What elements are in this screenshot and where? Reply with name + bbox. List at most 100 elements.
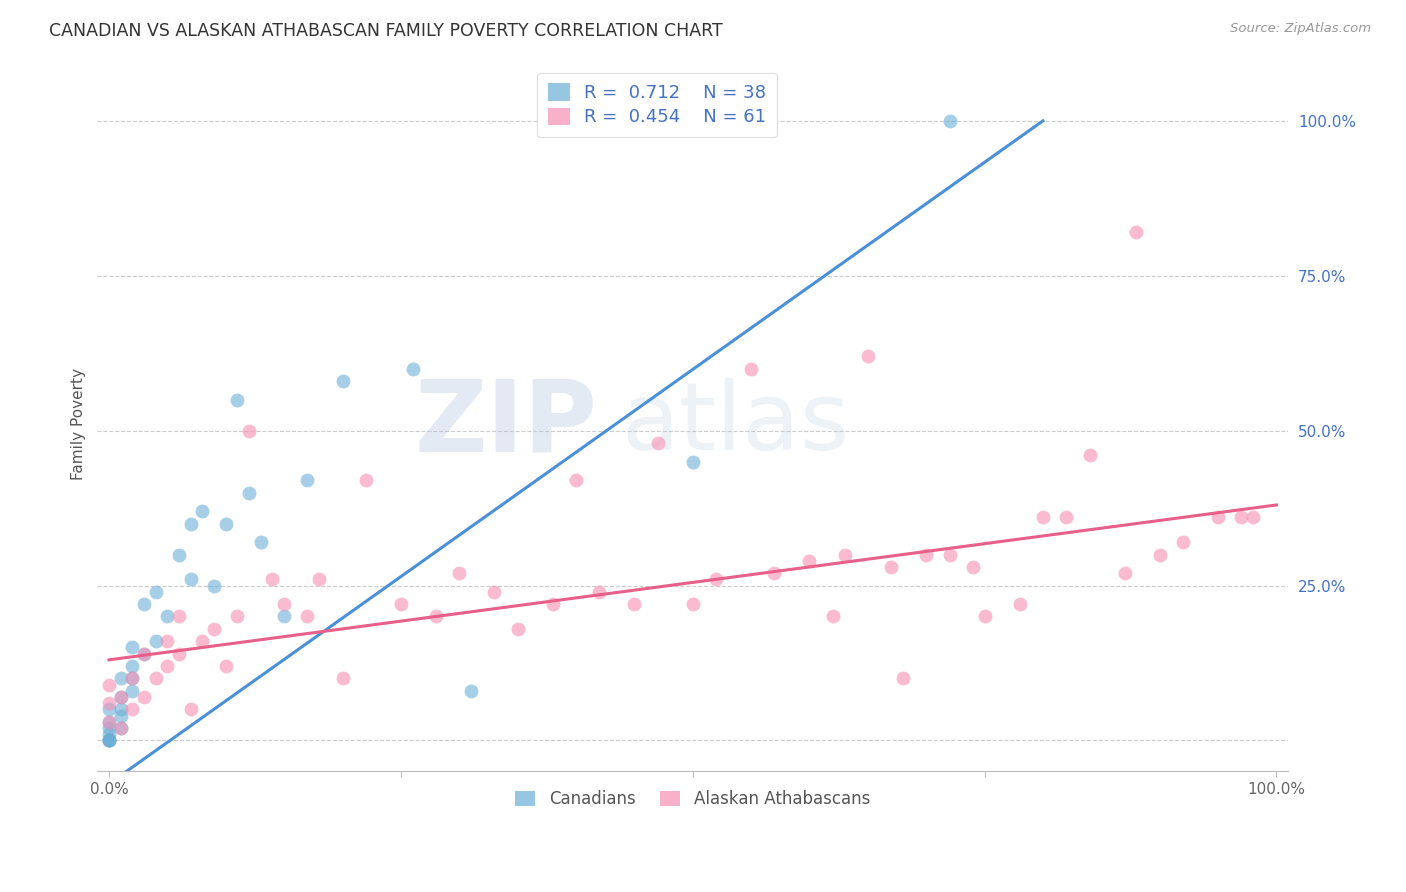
Point <box>1171 535 1194 549</box>
Point <box>354 473 377 487</box>
Point <box>132 647 155 661</box>
Point <box>1008 597 1031 611</box>
Point <box>460 683 482 698</box>
Point <box>132 690 155 704</box>
Point <box>156 634 179 648</box>
Point <box>425 609 447 624</box>
Point <box>121 672 143 686</box>
Point <box>98 733 121 747</box>
Point <box>145 634 167 648</box>
Point <box>226 609 249 624</box>
Point <box>238 485 260 500</box>
Point <box>132 647 155 661</box>
Point <box>973 609 995 624</box>
Text: Source: ZipAtlas.com: Source: ZipAtlas.com <box>1230 22 1371 36</box>
Point <box>704 572 727 586</box>
Point <box>156 609 179 624</box>
Y-axis label: Family Poverty: Family Poverty <box>72 368 86 481</box>
Point <box>682 454 704 468</box>
Point <box>1114 566 1136 581</box>
Point <box>1241 510 1264 524</box>
Point <box>121 702 143 716</box>
Point <box>799 554 821 568</box>
Point <box>249 535 271 549</box>
Point <box>121 683 143 698</box>
Point <box>938 113 960 128</box>
Point <box>98 714 121 729</box>
Point <box>98 702 121 716</box>
Point <box>332 672 354 686</box>
Point <box>121 659 143 673</box>
Point <box>145 584 167 599</box>
Point <box>98 733 121 747</box>
Point <box>891 672 914 686</box>
Text: atlas: atlas <box>621 378 849 470</box>
Point <box>1230 510 1253 524</box>
Point <box>273 597 295 611</box>
Point <box>180 516 202 531</box>
Point <box>1125 225 1147 239</box>
Point <box>110 721 132 735</box>
Point <box>880 560 903 574</box>
Point <box>915 548 938 562</box>
Point <box>647 436 669 450</box>
Point <box>202 578 225 592</box>
Point <box>401 361 423 376</box>
Point <box>273 609 295 624</box>
Point <box>98 714 121 729</box>
Text: CANADIAN VS ALASKAN ATHABASCAN FAMILY POVERTY CORRELATION CHART: CANADIAN VS ALASKAN ATHABASCAN FAMILY PO… <box>49 22 723 40</box>
Point <box>110 672 132 686</box>
Point <box>110 721 132 735</box>
Point <box>156 659 179 673</box>
Point <box>191 504 214 518</box>
Point <box>541 597 564 611</box>
Point <box>145 672 167 686</box>
Point <box>506 622 529 636</box>
Point <box>834 548 856 562</box>
Point <box>1078 449 1101 463</box>
Point <box>565 473 588 487</box>
Point <box>1032 510 1054 524</box>
Point <box>110 690 132 704</box>
Point <box>98 721 121 735</box>
Point <box>332 374 354 388</box>
Point <box>121 640 143 655</box>
Point <box>98 678 121 692</box>
Legend: Canadians, Alaskan Athabascans: Canadians, Alaskan Athabascans <box>509 784 877 815</box>
Point <box>110 690 132 704</box>
Point <box>389 597 412 611</box>
Point <box>110 708 132 723</box>
Point <box>623 597 645 611</box>
Point <box>98 696 121 710</box>
Point <box>238 424 260 438</box>
Point <box>297 609 319 624</box>
Point <box>262 572 284 586</box>
Point <box>1054 510 1077 524</box>
Point <box>98 733 121 747</box>
Point <box>962 560 984 574</box>
Point <box>297 473 319 487</box>
Point <box>132 597 155 611</box>
Point <box>167 609 190 624</box>
Point <box>121 672 143 686</box>
Point <box>484 584 506 599</box>
Point <box>98 733 121 747</box>
Point <box>588 584 610 599</box>
Point <box>449 566 471 581</box>
Point <box>110 702 132 716</box>
Point <box>167 647 190 661</box>
Point <box>308 572 330 586</box>
Point <box>215 659 238 673</box>
Point <box>202 622 225 636</box>
Point <box>98 727 121 741</box>
Point <box>180 702 202 716</box>
Point <box>740 361 762 376</box>
Point <box>180 572 202 586</box>
Point <box>191 634 214 648</box>
Point <box>1149 548 1171 562</box>
Point <box>938 548 960 562</box>
Text: ZIP: ZIP <box>415 376 598 473</box>
Point <box>167 548 190 562</box>
Point <box>226 392 249 407</box>
Point <box>763 566 786 581</box>
